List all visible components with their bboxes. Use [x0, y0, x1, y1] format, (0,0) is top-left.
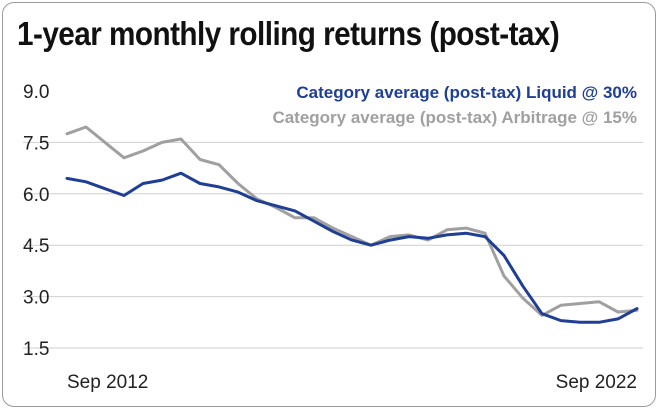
chart-title: 1-year monthly rolling returns (post-tax… — [17, 15, 560, 52]
x-tick-label: Sep 2012 — [67, 372, 148, 393]
legend: Category average (post-tax) Liquid @ 30%… — [272, 83, 637, 127]
chart-card: 1-year monthly rolling returns (post-tax… — [2, 2, 656, 407]
legend-entry: Category average (post-tax) Arbitrage @ … — [272, 108, 637, 127]
y-tick-label: 6.0 — [23, 185, 49, 206]
series-line-0 — [65, 171, 639, 324]
y-tick-label: 7.5 — [23, 133, 49, 154]
line-chart: 9.0 7.5 6.0 4.5 3.0 1.5 Sep 2012 Sep 2022 Cate… — [23, 82, 643, 393]
x-axis-ticks: Sep 2012 Sep 2022 — [67, 372, 637, 393]
series-lines — [65, 125, 639, 324]
legend-entry: Category average (post-tax) Liquid @ 30% — [296, 83, 637, 102]
y-tick-label: 3.0 — [23, 288, 49, 309]
y-tick-label: 4.5 — [23, 236, 49, 257]
x-tick-label: Sep 2022 — [556, 372, 637, 393]
y-axis-ticks: 9.0 7.5 6.0 4.5 3.0 1.5 — [23, 82, 49, 360]
series-line-1 — [65, 125, 639, 317]
y-tick-label: 1.5 — [23, 339, 49, 360]
y-tick-label: 9.0 — [23, 82, 49, 103]
